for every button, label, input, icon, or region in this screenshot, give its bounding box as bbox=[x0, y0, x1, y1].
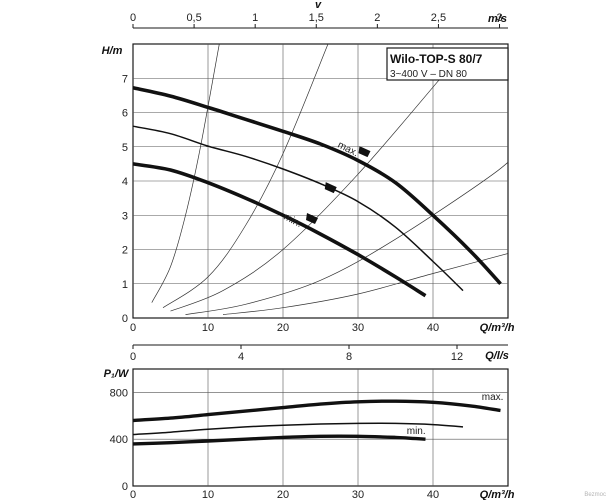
power-x-tick-label: 30 bbox=[352, 489, 364, 500]
head-x-tick-label: 10 bbox=[202, 322, 214, 334]
flow-ls-axis: Q/l/s 0 4 8 12 bbox=[130, 344, 509, 363]
head-y-tick-label: 3 bbox=[122, 210, 128, 222]
velocity-tick-label: 3 bbox=[496, 12, 502, 24]
velocity-tick-label: 1,5 bbox=[309, 12, 324, 24]
head-series-label: min. bbox=[282, 212, 304, 230]
velocity-tick-label: 2 bbox=[374, 12, 380, 24]
model-label-frame bbox=[386, 47, 509, 81]
head-x-tick-label: 30 bbox=[352, 322, 364, 334]
speed-step-marker bbox=[324, 182, 337, 194]
flow-ls-tick-label: 4 bbox=[238, 351, 244, 363]
power-y-tick-label: 400 bbox=[110, 434, 128, 446]
power-x-tick-label: 10 bbox=[202, 489, 214, 500]
head-y-tick-label: 7 bbox=[122, 73, 128, 85]
power-series-line bbox=[133, 434, 426, 446]
head-tick-labels: 0 1 2 3 4 5 6 7 0 10 20 30 40 bbox=[122, 73, 439, 334]
head-y-axis-title: H/m bbox=[102, 45, 123, 57]
head-y-tick-label: 6 bbox=[122, 108, 128, 120]
system-curve bbox=[170, 78, 441, 312]
chart-subtitle: 3~400 V – DN 80 bbox=[390, 69, 467, 80]
speed-step-marker bbox=[306, 212, 318, 224]
head-grid bbox=[132, 43, 509, 319]
power-series-line bbox=[133, 422, 464, 436]
power-grid bbox=[132, 368, 509, 487]
system-curve bbox=[185, 161, 508, 315]
head-x-tick-label: 0 bbox=[130, 322, 136, 334]
model-label-box: Wilo-TOP-S 80/7 3~400 V – DN 80 bbox=[386, 47, 509, 81]
velocity-tick-label: 1 bbox=[252, 12, 258, 24]
power-chart: max. min. 0 400 800 0 10 20 30 40 P₁/W Q/m³/h bbox=[104, 368, 515, 500]
power-y-tick-label: 800 bbox=[110, 387, 128, 399]
system-curve bbox=[162, 44, 329, 308]
head-x-tick-label: 40 bbox=[427, 322, 439, 334]
power-series-line bbox=[133, 399, 501, 423]
velocity-axis: v m/s 0 0,5 1 1,5 2 2,5 3 bbox=[130, 0, 508, 29]
flow-ls-unit: Q/l/s bbox=[485, 350, 509, 362]
velocity-tick-label: 0,5 bbox=[186, 12, 201, 24]
velocity-tick-label: 0 bbox=[130, 12, 136, 24]
system-curve bbox=[222, 253, 508, 315]
power-x-tick-label: 20 bbox=[277, 489, 289, 500]
power-y-tick-label: 0 bbox=[122, 481, 128, 493]
head-y-tick-label: 1 bbox=[122, 279, 128, 291]
system-curve bbox=[151, 44, 220, 303]
power-series-label: min. bbox=[407, 426, 426, 437]
power-tick-labels: 0 400 800 0 10 20 30 40 bbox=[110, 387, 439, 500]
head-y-tick-label: 0 bbox=[122, 313, 128, 325]
velocity-axis-unit: m/s bbox=[488, 13, 507, 25]
head-system-curves bbox=[151, 44, 508, 315]
head-x-tick-label: 20 bbox=[277, 322, 289, 334]
power-x-axis-title: Q/m³/h bbox=[480, 489, 515, 500]
power-plot-frame bbox=[132, 368, 509, 487]
head-y-tick-label: 5 bbox=[122, 142, 128, 154]
head-y-tick-label: 4 bbox=[122, 176, 128, 188]
watermark: Bezmoc bbox=[584, 492, 606, 498]
power-series-label: max. bbox=[482, 392, 504, 403]
head-series-line bbox=[132, 86, 502, 286]
head-y-tick-label: 2 bbox=[122, 245, 128, 257]
head-x-axis-title: Q/m³/h bbox=[480, 322, 515, 334]
chart-title: Wilo-TOP-S 80/7 bbox=[390, 52, 483, 66]
flow-ls-tick-label: 0 bbox=[130, 351, 136, 363]
velocity-tick-label: 2,5 bbox=[431, 12, 446, 24]
velocity-axis-title: v bbox=[315, 0, 322, 11]
flow-ls-tick-label: 12 bbox=[451, 351, 463, 363]
power-y-axis-title: P₁/W bbox=[104, 368, 130, 380]
power-series: max. min. bbox=[133, 392, 504, 446]
head-series-line bbox=[132, 125, 464, 292]
head-series-line bbox=[132, 162, 427, 298]
head-markers bbox=[306, 146, 371, 224]
power-x-tick-label: 0 bbox=[130, 489, 136, 500]
speed-step-marker bbox=[358, 146, 371, 158]
flow-ls-tick-label: 8 bbox=[346, 351, 352, 363]
head-chart: max.min. 0 1 2 3 4 5 6 7 0 10 20 30 40 H/m Q/m³/h Wi… bbox=[102, 43, 515, 334]
head-series: max.min. bbox=[132, 86, 502, 298]
power-x-tick-label: 40 bbox=[427, 489, 439, 500]
